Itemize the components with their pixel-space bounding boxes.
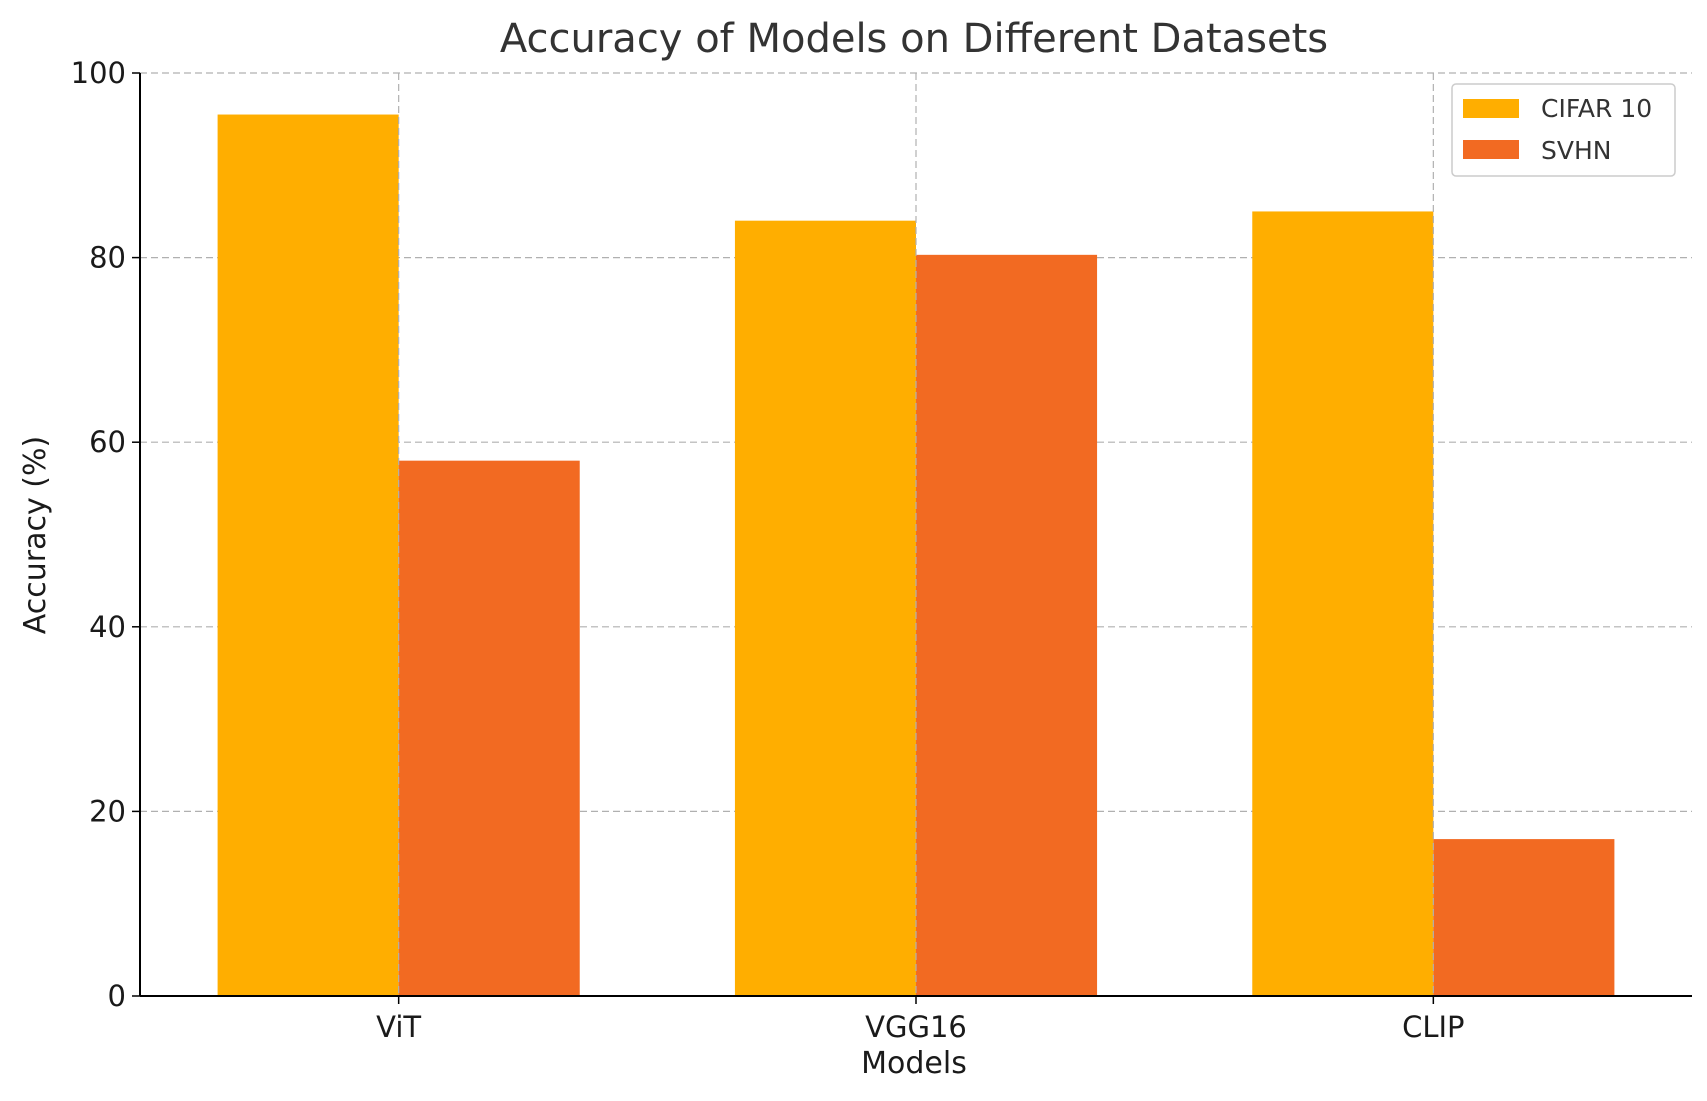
chart-title: Accuracy of Models on Different Datasets: [500, 16, 1328, 62]
bar-svhn-vit: [398, 460, 580, 996]
y-tick-label-80: 80: [89, 241, 126, 275]
bar-series: [217, 114, 1615, 996]
legend-label-svhn: SVHN: [1541, 136, 1611, 165]
bar-cifar-10-vit: [217, 114, 399, 996]
y-tick-label-40: 40: [89, 610, 126, 644]
legend: CIFAR 10 SVHN: [1451, 83, 1676, 177]
x-axis-label: Models: [861, 1046, 967, 1081]
y-tick-label-60: 60: [89, 425, 126, 459]
bar-svhn-vgg16: [916, 254, 1098, 996]
tick-labels: 0 20 40 60 80 100 ViT VGG16 CLIP: [71, 56, 1465, 1044]
y-tick-label-100: 100: [71, 56, 126, 90]
bar-cifar-10-clip: [1252, 211, 1434, 996]
x-tick-label-vgg16: VGG16: [865, 1010, 967, 1044]
x-tick-label-vit: ViT: [376, 1010, 421, 1044]
y-tick-label-20: 20: [89, 794, 126, 828]
legend-label-cifar10: CIFAR 10: [1541, 94, 1652, 123]
legend-swatch-cifar10: [1463, 99, 1519, 118]
y-tick-label-0: 0: [108, 979, 126, 1013]
legend-swatch-svhn: [1463, 140, 1519, 159]
bar-cifar-10-vgg16: [734, 220, 916, 996]
y-axis-label: Accuracy (%): [18, 436, 53, 634]
bar-svhn-clip: [1433, 839, 1615, 996]
x-tick-label-clip: CLIP: [1402, 1010, 1464, 1044]
